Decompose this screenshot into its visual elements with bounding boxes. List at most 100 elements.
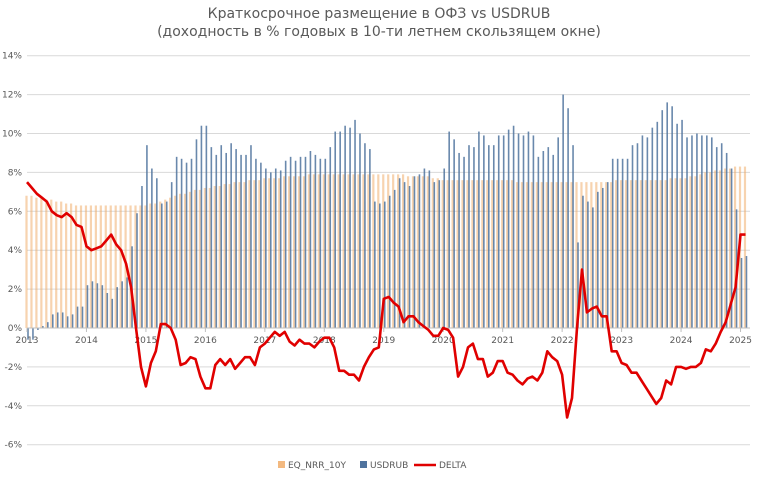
bar-usdrub — [522, 135, 525, 328]
bar-eq-nrr-10y — [169, 197, 172, 328]
bar-eq-nrr-10y — [45, 199, 48, 328]
bar-usdrub — [512, 125, 515, 328]
bar-usdrub — [433, 182, 436, 328]
bar-eq-nrr-10y — [416, 176, 420, 328]
bar-usdrub — [170, 182, 173, 328]
bar-usdrub — [245, 154, 247, 328]
chart-subtitle: (доходность в % годовых в 10-ти летнем с… — [157, 24, 601, 40]
bar-usdrub — [478, 131, 480, 328]
bar-eq-nrr-10y — [347, 174, 350, 328]
bar-eq-nrr-10y — [426, 176, 429, 328]
x-tick-label: 2015 — [134, 336, 157, 346]
bar-eq-nrr-10y — [243, 182, 246, 328]
bar-eq-nrr-10y — [198, 189, 202, 328]
bar-usdrub — [156, 178, 158, 328]
bar-usdrub — [215, 154, 218, 328]
bar-usdrub — [582, 195, 584, 328]
bar-usdrub — [671, 106, 673, 329]
bar-eq-nrr-10y — [629, 180, 633, 328]
x-tick-label: 2024 — [670, 336, 693, 346]
bar-usdrub — [547, 147, 550, 328]
bar-usdrub — [413, 176, 416, 328]
bar-eq-nrr-10y — [620, 180, 623, 328]
bar-eq-nrr-10y — [60, 201, 63, 328]
bar-usdrub — [200, 125, 203, 328]
bar-eq-nrr-10y — [664, 180, 667, 328]
bar-eq-nrr-10y — [79, 205, 83, 328]
bar-usdrub — [388, 195, 391, 328]
bar-eq-nrr-10y — [84, 205, 88, 328]
bar-usdrub — [240, 154, 242, 328]
bar-usdrub — [220, 145, 223, 328]
legend-swatch-usdrub — [360, 461, 367, 468]
bar-eq-nrr-10y — [30, 195, 33, 328]
bar-eq-nrr-10y — [733, 166, 737, 328]
bar-eq-nrr-10y — [154, 203, 157, 328]
bar-eq-nrr-10y — [461, 180, 464, 328]
bar-usdrub — [418, 174, 421, 328]
bar-usdrub — [284, 160, 287, 328]
bar-eq-nrr-10y — [134, 205, 137, 328]
bar-eq-nrr-10y — [441, 180, 444, 328]
bar-eq-nrr-10y — [109, 205, 112, 328]
bar-usdrub — [502, 135, 505, 328]
y-tick-label: 12% — [2, 91, 22, 101]
bar-eq-nrr-10y — [659, 180, 662, 328]
bar-usdrub — [126, 277, 128, 328]
bar-usdrub — [611, 158, 614, 328]
bar-eq-nrr-10y — [99, 205, 102, 328]
legend-label: EQ_NRR_10Y — [288, 461, 346, 471]
bar-usdrub — [438, 180, 441, 328]
bar-eq-nrr-10y — [367, 174, 370, 328]
bar-usdrub — [651, 127, 654, 328]
bar-eq-nrr-10y — [550, 182, 553, 328]
y-tick-label: 14% — [2, 52, 22, 62]
bar-eq-nrr-10y — [342, 174, 345, 328]
bar-usdrub — [616, 158, 619, 328]
y-tick-label: 6% — [8, 207, 23, 217]
bar-eq-nrr-10y — [268, 178, 271, 328]
bar-eq-nrr-10y — [179, 193, 182, 328]
bar-eq-nrr-10y — [610, 182, 613, 328]
bar-usdrub — [606, 182, 609, 328]
bar-usdrub — [76, 306, 79, 328]
bar-usdrub — [587, 201, 589, 328]
y-tick-label: -4% — [4, 402, 22, 412]
bar-eq-nrr-10y — [372, 174, 375, 328]
bar-usdrub — [626, 158, 629, 328]
bar-usdrub — [458, 152, 460, 328]
bar-eq-nrr-10y — [595, 182, 598, 328]
bar-usdrub — [47, 322, 49, 328]
bar-usdrub — [468, 145, 470, 328]
bar-usdrub — [304, 156, 307, 328]
bar-usdrub — [448, 131, 450, 328]
bar-usdrub — [577, 242, 579, 328]
bar-eq-nrr-10y — [114, 205, 117, 328]
bar-usdrub — [56, 312, 59, 328]
bar-eq-nrr-10y — [183, 193, 187, 328]
bar-eq-nrr-10y — [65, 203, 68, 328]
bar-usdrub — [532, 135, 535, 328]
bar-usdrub — [146, 145, 148, 328]
bar-usdrub — [299, 156, 302, 328]
x-tick-label: 2023 — [610, 336, 633, 346]
bar-eq-nrr-10y — [263, 178, 266, 328]
bar-eq-nrr-10y — [223, 184, 226, 328]
bar-eq-nrr-10y — [535, 182, 538, 328]
bar-eq-nrr-10y — [729, 168, 732, 328]
bar-usdrub — [42, 326, 44, 328]
bar-eq-nrr-10y — [317, 174, 320, 328]
bar-eq-nrr-10y — [397, 174, 400, 328]
bar-eq-nrr-10y — [401, 174, 405, 328]
bar-usdrub — [398, 178, 401, 328]
bar-eq-nrr-10y — [253, 180, 256, 328]
bar-eq-nrr-10y — [421, 176, 424, 328]
bar-eq-nrr-10y — [615, 180, 618, 328]
legend-label: USDRUB — [370, 461, 408, 471]
bar-eq-nrr-10y — [471, 180, 474, 328]
bar-eq-nrr-10y — [362, 174, 365, 328]
bar-eq-nrr-10y — [297, 176, 301, 328]
bar-eq-nrr-10y — [273, 178, 276, 328]
bar-eq-nrr-10y — [322, 174, 325, 328]
bar-usdrub — [344, 125, 346, 328]
